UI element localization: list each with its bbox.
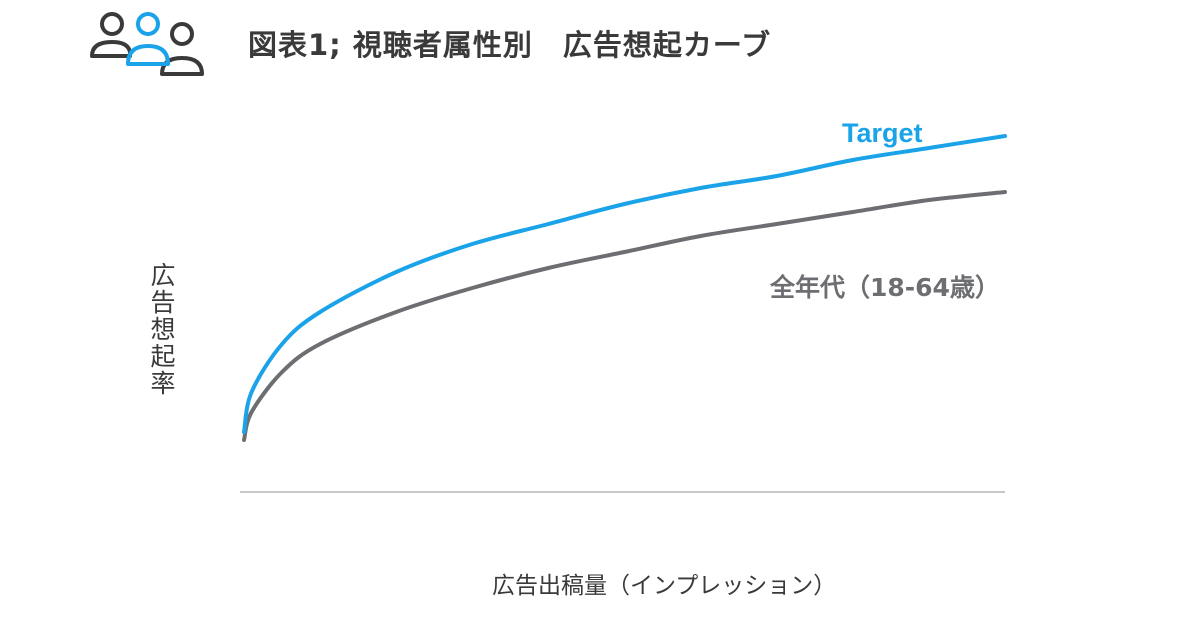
- chart-title: 図表1; 視聴者属性別 広告想起カーブ: [248, 28, 772, 62]
- people-group-icon: [88, 8, 208, 80]
- series-label-target: Target: [842, 118, 923, 148]
- series-label-all-ages: 全年代（18-64歳）: [770, 273, 1000, 302]
- x-axis-label: 広告出稿量（インプレッション）: [492, 573, 837, 599]
- series-line-all-ages: [242, 190, 1007, 442]
- y-axis-label: 広告想起率: [147, 262, 176, 397]
- series-line-target: [242, 134, 1007, 434]
